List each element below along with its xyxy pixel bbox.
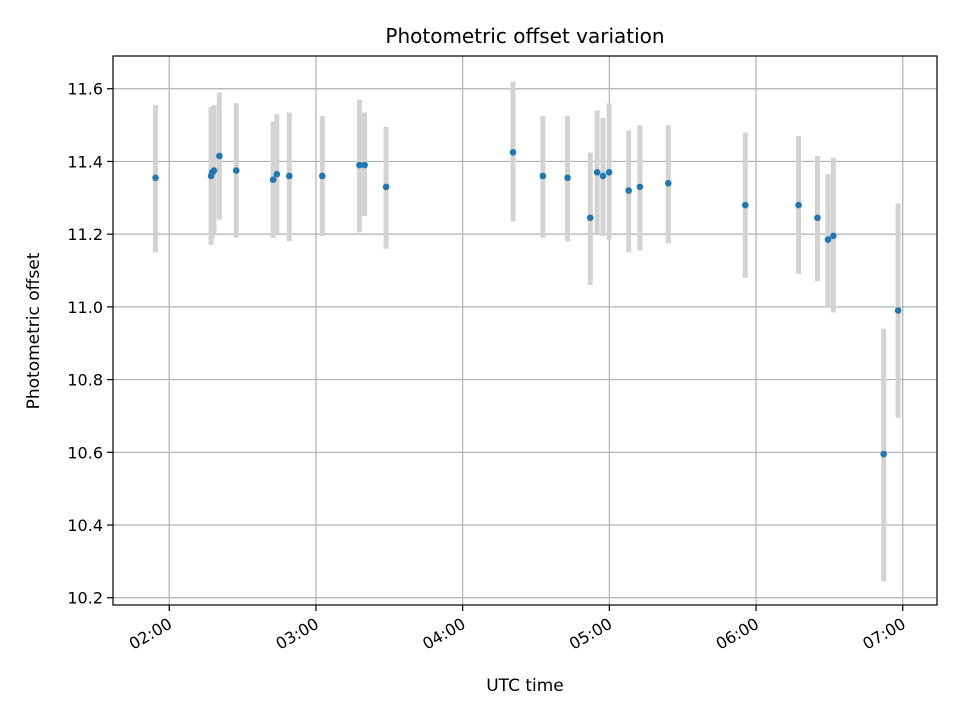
- data-point: [593, 169, 601, 176]
- y-tick-label: 10.6: [67, 443, 103, 462]
- x-axis-ticks: 02:00 03:00 04:00 05:00 06:00 07:00: [126, 605, 909, 654]
- y-tick-label: 11.2: [67, 225, 103, 244]
- data-point: [382, 183, 390, 191]
- y-axis-ticks: 10.2 10.4 10.6 10.8 11.0 11.2 11.4 11.6: [67, 80, 113, 608]
- x-axis-title: UTC time: [486, 676, 564, 696]
- data-point: [152, 174, 159, 182]
- data-point: [880, 450, 887, 458]
- x-tick-label: 03:00: [273, 614, 322, 654]
- data-points: [152, 149, 902, 458]
- data-point: [216, 152, 223, 160]
- data-point: [539, 172, 547, 180]
- data-point: [210, 167, 218, 174]
- y-tick-label: 10.4: [67, 516, 103, 535]
- y-axis-title: Photometric offset: [24, 252, 44, 409]
- data-point: [285, 172, 293, 180]
- plot-frame: [112, 55, 938, 606]
- x-tick-label: 04:00: [419, 614, 468, 654]
- chart-title: Photometric offset variation: [385, 24, 664, 48]
- data-point: [824, 236, 832, 243]
- data-point: [273, 170, 281, 178]
- error-bars: [153, 81, 901, 582]
- y-tick-label: 10.8: [67, 371, 103, 390]
- data-point: [319, 172, 326, 180]
- data-point: [509, 149, 517, 156]
- data-point: [830, 232, 837, 240]
- x-tick-label: 05:00: [566, 614, 615, 654]
- y-tick-label: 11.4: [67, 152, 103, 171]
- data-point: [625, 187, 632, 194]
- data-point: [664, 179, 672, 187]
- y-tick-label: 11.6: [67, 80, 103, 99]
- data-point: [605, 169, 613, 176]
- x-tick-label: 07:00: [859, 614, 908, 654]
- data-point: [636, 183, 644, 191]
- data-point: [564, 174, 571, 182]
- y-tick-label: 11.0: [67, 298, 103, 317]
- x-tick-label: 02:00: [126, 614, 175, 654]
- data-point: [894, 307, 902, 314]
- y-tick-label: 10.2: [67, 589, 103, 608]
- data-point: [361, 161, 368, 169]
- data-point: [599, 172, 607, 180]
- data-point: [814, 214, 821, 222]
- x-tick-label: 06:00: [713, 614, 762, 654]
- data-point: [232, 167, 240, 174]
- data-point: [795, 201, 802, 209]
- data-point: [586, 214, 594, 222]
- data-point: [356, 161, 363, 169]
- data-point: [742, 201, 749, 209]
- data-point: [269, 176, 277, 183]
